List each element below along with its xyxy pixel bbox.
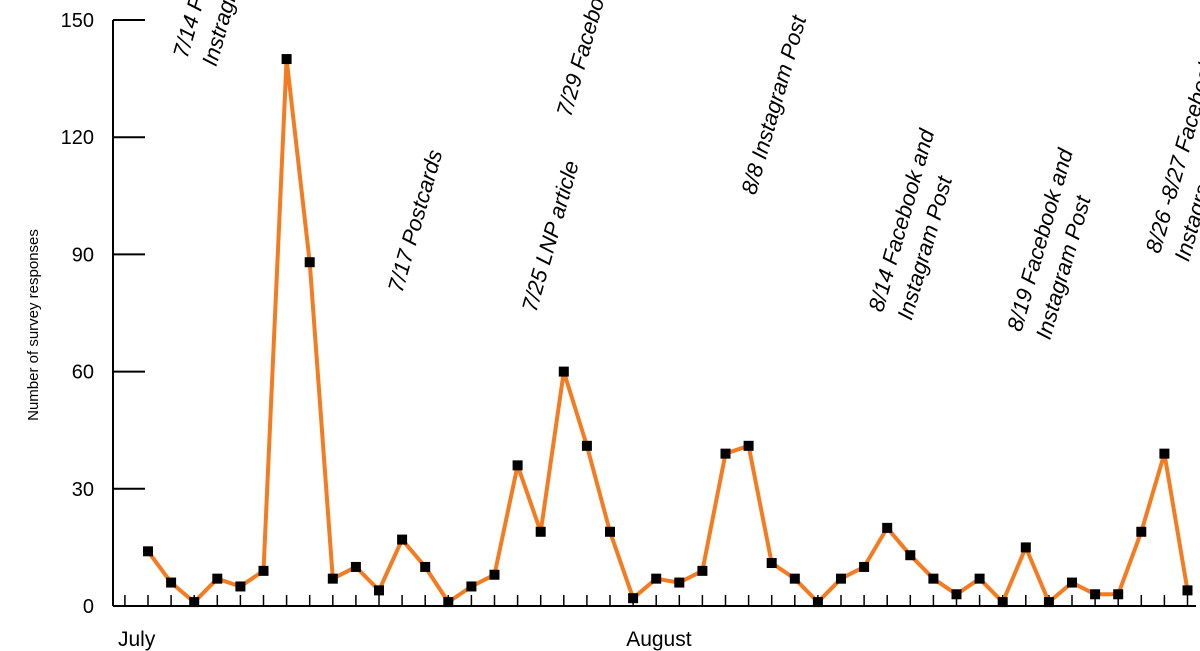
data-point (1136, 526, 1147, 537)
data-point (1159, 448, 1170, 459)
data-point (628, 593, 639, 604)
data-point (466, 581, 477, 592)
annotation-line: 7/25 LNP article (517, 158, 584, 315)
data-point (697, 565, 708, 576)
y-tick-label: 120 (61, 127, 94, 149)
series-line (146, 57, 1190, 605)
data-point (281, 54, 292, 65)
tick-labels: 0 30 60 90 120 150 Number of survey responses J… (25, 10, 692, 651)
annotations: 7/14 Facebook andInstragram post 7/17 Pos… (168, 0, 1200, 342)
data-point (743, 440, 754, 451)
data-point (882, 522, 893, 533)
x-month-label: August (626, 628, 692, 651)
data-point (859, 561, 870, 572)
annotation-line: 7/17 Postcards (383, 147, 447, 295)
data-point (974, 573, 985, 584)
data-point (651, 573, 662, 584)
annotation-label: 7/29 Facebook Post (551, 0, 629, 119)
y-tick-label: 90 (72, 244, 94, 266)
data-point (905, 550, 916, 561)
data-point (443, 597, 454, 608)
y-axis-title: Number of survey responses (25, 229, 42, 421)
data-point (720, 448, 731, 459)
y-tick-label: 150 (61, 10, 94, 32)
data-point (928, 573, 939, 584)
data-point (1113, 589, 1124, 600)
data-point (836, 573, 846, 584)
data-point (327, 573, 338, 584)
data-point (581, 440, 592, 451)
data-point (235, 581, 246, 592)
data-point (997, 597, 1008, 608)
data-point (397, 534, 408, 545)
data-point (374, 585, 384, 596)
data-point (258, 565, 269, 576)
y-tick-label: 30 (72, 479, 94, 501)
annotation-label: 8/14 Facebook andInstagram Post (863, 126, 968, 323)
data-point (189, 597, 200, 608)
data-point (1043, 597, 1054, 608)
y-tick-label: 60 (72, 362, 94, 384)
data-point (1067, 577, 1077, 588)
data-point (1090, 589, 1101, 600)
data-point (166, 577, 177, 588)
data-point (143, 546, 153, 557)
annotation-line: 8/8 Instagram Post (736, 12, 811, 197)
annotation-label: 7/17 Postcards (383, 147, 447, 295)
annotation-label: 7/25 LNP article (517, 158, 584, 315)
annotation-label: 8/19 Facebook andInstagram Post (1002, 145, 1107, 342)
data-point (766, 558, 777, 569)
data-point (1182, 585, 1193, 596)
x-month-label: July (118, 628, 156, 651)
data-point (605, 526, 615, 537)
data-point (1020, 542, 1031, 553)
annotation-label: 7/14 Facebook andInstragram post (168, 0, 273, 69)
data-point (812, 597, 823, 608)
data-point (304, 257, 315, 268)
annotation-line: 7/29 Facebook Post (551, 0, 629, 119)
data-point (674, 577, 685, 588)
data-point (951, 589, 962, 600)
data-point (558, 366, 569, 377)
data-point (489, 569, 500, 580)
data-point (789, 573, 800, 584)
data-point (350, 561, 361, 572)
annotation-label: 8/8 Instagram Post (736, 12, 811, 197)
data-point (512, 460, 523, 471)
series-group (143, 54, 1193, 608)
y-tick-label: 0 (83, 596, 94, 618)
data-point (212, 573, 223, 584)
data-point (535, 526, 546, 537)
data-point (420, 561, 431, 572)
annotation-label: 8/26 -8/27 Facebook andInstagram post (1141, 13, 1200, 264)
annotation-line: Instragram post (197, 0, 263, 69)
